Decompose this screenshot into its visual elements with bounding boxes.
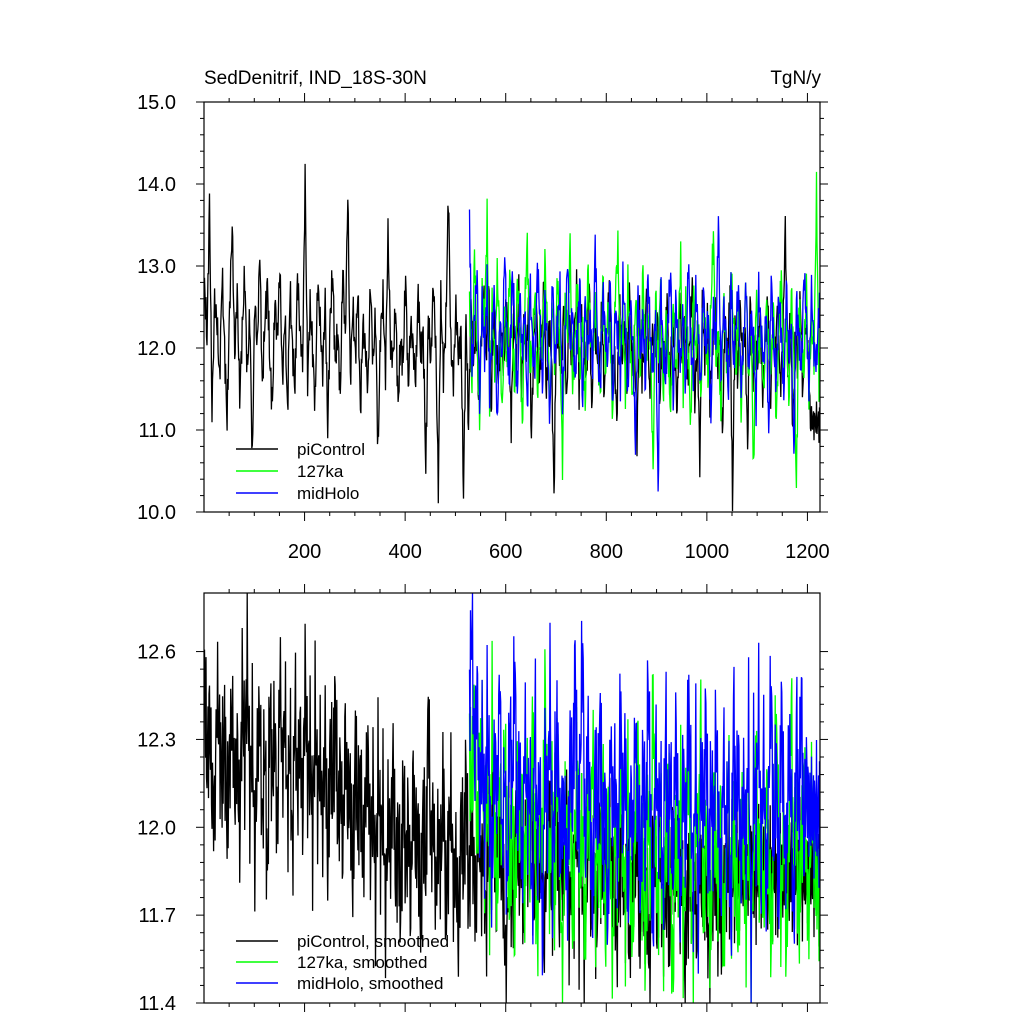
bottom-series-layer xyxy=(204,593,820,1003)
top-y-tick-label: 11.0 xyxy=(139,420,176,442)
top-x-tick-label: 400 xyxy=(388,541,421,563)
bottom-axes: 11.4 11.7 12.0 12.3 12.6 xyxy=(137,584,828,1015)
top-x-tick-label: 200 xyxy=(288,541,321,563)
top-y-tick-label: 12.0 xyxy=(137,338,176,360)
top-legend-label: 127ka xyxy=(297,462,344,481)
top-y-tick-label: 10.0 xyxy=(137,502,176,524)
top-y-tick-label: 14.0 xyxy=(137,174,176,196)
units-label: TgN/y xyxy=(770,68,821,89)
top-x-tick-label: 1000 xyxy=(685,541,730,563)
bottom-series-midholo-smoothed xyxy=(468,593,820,1003)
top-series-picontrol xyxy=(204,163,820,512)
top-y-tick-label: 15.0 xyxy=(137,92,176,114)
chart-title: SedDenitrif, IND_18S-30N xyxy=(204,68,427,89)
top-legend-label: piControl xyxy=(297,440,365,459)
top-legend: piControl 127ka midHolo xyxy=(236,440,365,503)
bottom-y-tick-label: 12.3 xyxy=(137,729,176,751)
top-series-midholo xyxy=(468,209,820,492)
bottom-legend-label: 127ka, smoothed xyxy=(297,953,427,972)
bottom-panel: 11.4 11.7 12.0 12.3 12.6 piControl, smoothed… xyxy=(137,584,828,1015)
bottom-y-tick-label: 12.0 xyxy=(137,817,176,839)
top-series-layer xyxy=(204,163,820,512)
bottom-legend-label: midHolo, smoothed xyxy=(297,974,443,993)
top-panel: 10.0 11.0 12.0 13.0 14.0 15.0 200 400 600 800 1000… xyxy=(137,92,830,563)
top-plot-frame xyxy=(203,101,821,513)
top-legend-label: midHolo xyxy=(297,484,359,503)
top-x-tick-label: 600 xyxy=(489,541,522,563)
top-x-tick-label: 800 xyxy=(590,541,623,563)
bottom-legend-label: piControl, smoothed xyxy=(297,932,449,951)
top-y-tick-label: 13.0 xyxy=(137,256,176,278)
bottom-y-tick-label: 11.7 xyxy=(139,905,176,927)
bottom-legend: piControl, smoothed 127ka, smoothed midHol… xyxy=(236,932,449,993)
bottom-plot-frame xyxy=(203,592,821,1004)
bottom-y-tick-label: 12.6 xyxy=(137,642,176,664)
top-x-tick-label: 1200 xyxy=(785,541,830,563)
bottom-y-tick-label: 11.4 xyxy=(139,993,176,1015)
top-axes: 10.0 11.0 12.0 13.0 14.0 15.0 200 400 600 800 1000… xyxy=(137,92,830,563)
